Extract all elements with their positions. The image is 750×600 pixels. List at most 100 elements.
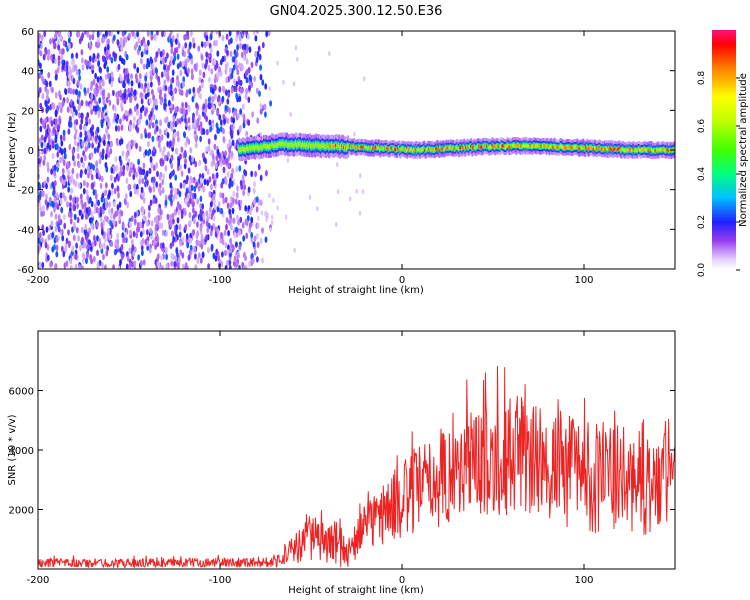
spectrogram-cell [58,118,62,125]
spectrogram-cell [202,71,206,79]
spectrogram-cell [275,143,277,148]
spectrogram-cell [211,88,215,95]
spectrogram-cell [95,172,99,180]
spectrogram-cell [168,99,171,107]
spectrogram-cell [295,141,298,146]
spectrogram-cell [163,64,166,71]
spectrogram-cell [237,252,240,259]
spectrogram-cell [165,263,169,269]
spectrogram-cell [629,148,632,152]
spectrogram-cell [116,185,120,192]
spectrogram-cell [63,222,67,230]
spectrogram-cell [496,144,499,149]
spectrogram-cell [240,147,242,152]
spectrogram-cell [465,146,468,150]
spectrogram-cell [259,108,263,115]
spectrogram-cell [501,144,504,148]
spectrogram-cell [257,45,261,52]
spectrogram-cell [67,229,70,236]
spectrogram-cell [213,203,217,211]
spectrogram-cell [236,31,240,35]
spectrogram-cell [209,126,213,133]
spectrogram-cell [194,125,197,132]
spectrogram-cell [265,143,267,149]
spectrogram-cell [80,112,84,119]
spectrogram-cell [101,153,105,161]
spectrogram-cell [467,146,470,150]
spectrogram-cell [235,192,239,199]
spectrogram-cell [191,122,195,130]
spectrogram-cell [366,146,369,150]
spectrogram-cell [106,143,110,150]
spectrogram-cell [195,232,199,240]
spectrogram-cell [87,206,91,213]
spectrogram-cell [75,227,79,234]
spectrogram-cell [42,159,46,166]
spectrogram-cell [601,147,604,151]
spectrogram-cell [106,245,109,252]
spectrogram-cell [186,175,189,182]
spectrogram-cell [173,131,177,138]
spectrogram-cell [110,174,113,182]
spectrogram-cell [277,142,279,148]
spectrogram-cell [593,145,596,150]
spectrogram-cell [89,43,92,50]
spectrogram-cell [221,158,225,165]
spectrogram-cell [353,144,356,148]
spectrogram-cell [184,101,188,109]
spectrogram-cell [60,48,64,55]
spectrogram-cell [120,210,124,217]
spectrogram-cell [652,148,655,153]
spectrogram-cell [654,149,657,153]
spectrogram-cell [89,84,93,91]
spectrogram-cell [206,168,210,175]
spectrogram-cell [335,143,338,147]
spectrogram-cell [42,229,45,236]
spectrogram-cell [224,264,228,269]
spectrogram-cell [212,193,216,200]
spectrogram-cell [84,223,88,230]
spectrogram-cell [117,63,121,71]
spectrogram-cell [122,58,126,66]
spectrogram-cell [481,145,484,149]
spectrogram-cell [254,170,257,178]
spectrogram-cell [99,182,103,190]
spectrogram-cell [38,157,41,165]
spectrogram-cell [651,149,654,153]
spectrogram-cell [213,143,217,150]
spectrogram-cell [229,67,232,74]
spectrogram-cell [152,94,156,101]
spectrogram-cell [129,190,133,198]
spectrogram-cell [199,135,203,143]
spectrogram-cell [431,147,434,151]
y-tick-label: 4000 [9,446,34,457]
spectrogram-cell [211,153,215,160]
spectrogram-cell [98,237,102,244]
spectrogram-cell [238,229,242,237]
spectrogram-cell [273,143,275,149]
spectrogram-cell [54,263,57,269]
spectrogram-cell [477,144,480,148]
spectrogram-cell [176,62,180,70]
spectrogram-cell [117,192,120,199]
y-tick-label: 40 [21,67,34,78]
spectrogram-cell [452,146,455,150]
spectrogram-cell [245,232,249,239]
spectrogram-cell [626,147,629,151]
spectrogram-cell [615,147,618,151]
spectrogram-cell [560,144,563,148]
spectrogram-cell [62,250,66,258]
spectrogram-cell [133,246,137,253]
spectrogram-cell [101,148,105,155]
spectrogram-cell [147,211,151,219]
spectrogram-cell [82,253,86,261]
spectrogram-cell [204,63,207,70]
spectrogram-cell [178,231,182,238]
spectrogram-cell [540,144,543,148]
spectrogram-cell [286,141,288,147]
spectrogram-cell [306,142,309,148]
spectrogram-cell [126,77,130,84]
spectrogram-cell [569,145,572,149]
spectrogram-cell [186,31,189,37]
spectrogram-cell [470,144,473,148]
